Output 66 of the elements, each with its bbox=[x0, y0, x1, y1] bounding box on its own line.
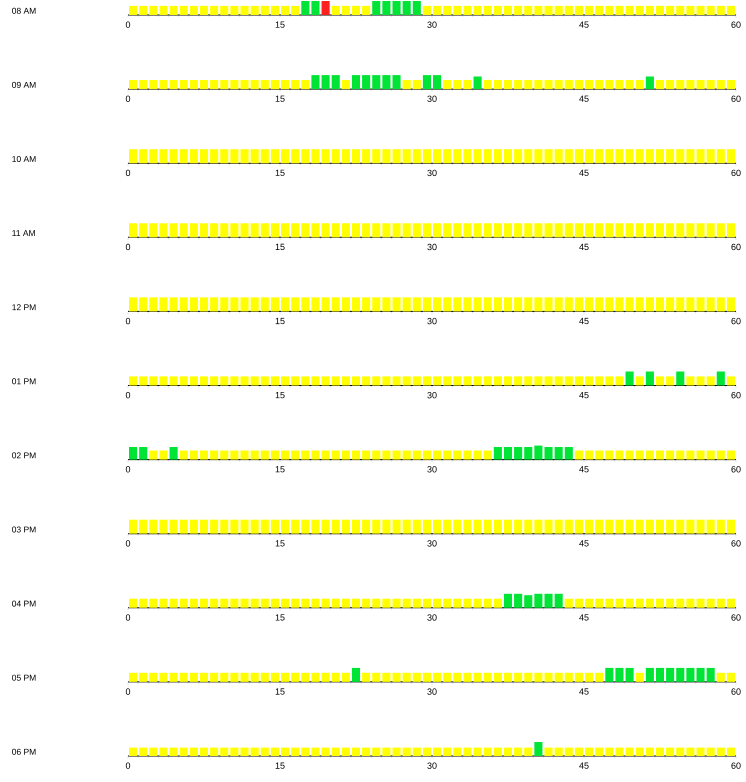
x-tick-label: 0 bbox=[126, 466, 130, 472]
x-tick-label: 45 bbox=[579, 170, 589, 176]
x-tick-label: 30 bbox=[427, 22, 437, 28]
x-tick-label: 15 bbox=[276, 392, 285, 398]
x-tick-label: 45 bbox=[579, 244, 589, 250]
x-tick-label: 30 bbox=[427, 392, 437, 398]
x-tick-label: 30 bbox=[427, 614, 437, 621]
y-axis-title: 05 PM bbox=[12, 674, 36, 681]
x-tick-label: 0 bbox=[126, 762, 130, 769]
x-tick-label: 45 bbox=[579, 540, 589, 546]
x-tick-label: 60 bbox=[731, 392, 741, 398]
x-tick-label: 0 bbox=[126, 22, 130, 28]
x-tick-label: 30 bbox=[427, 244, 437, 250]
y-axis-title: 02 PM bbox=[12, 452, 36, 458]
y-axis-title: 10 AM bbox=[12, 156, 36, 162]
x-tick-label: 60 bbox=[731, 22, 741, 28]
x-tick-label: 60 bbox=[731, 762, 741, 769]
x-tick-label: 60 bbox=[731, 540, 741, 547]
x-tick-label: 60 bbox=[731, 466, 741, 472]
x-tick-label: 0 bbox=[126, 96, 130, 102]
x-tick-label: 15 bbox=[276, 762, 285, 769]
x-tick-label: 30 bbox=[427, 540, 437, 547]
x-tick-label: 45 bbox=[579, 614, 589, 621]
x-tick-label: 15 bbox=[276, 96, 285, 102]
x-tick-label: 0 bbox=[126, 244, 130, 250]
x-tick-label: 30 bbox=[427, 762, 437, 769]
x-tick-label: 15 bbox=[276, 688, 285, 695]
x-tick-label: 60 bbox=[731, 170, 741, 176]
x-tick-label: 0 bbox=[126, 540, 130, 547]
x-tick-label: 30 bbox=[427, 170, 437, 176]
y-axis-title: 04 PM bbox=[12, 600, 36, 607]
x-tick-label: 60 bbox=[731, 318, 741, 324]
x-tick-label: 15 bbox=[276, 540, 285, 546]
x-tick-label: 60 bbox=[731, 614, 741, 621]
x-tick-label: 45 bbox=[579, 688, 589, 695]
x-tick-label: 45 bbox=[579, 466, 589, 472]
y-axis-title: 09 AM bbox=[12, 82, 36, 88]
x-tick-label: 15 bbox=[276, 466, 285, 472]
x-tick-label: 15 bbox=[276, 614, 285, 621]
x-tick-label: 60 bbox=[731, 96, 741, 102]
x-tick-label: 30 bbox=[427, 688, 437, 695]
x-tick-label: 0 bbox=[126, 688, 130, 695]
x-tick-label: 60 bbox=[731, 244, 741, 250]
x-tick-label: 0 bbox=[126, 170, 130, 176]
x-tick-label: 30 bbox=[427, 318, 437, 324]
y-axis-title: 11 AM bbox=[12, 230, 35, 236]
x-tick-label: 15 bbox=[276, 318, 285, 324]
x-tick-label: 45 bbox=[579, 22, 589, 28]
x-tick-label: 60 bbox=[731, 688, 741, 695]
y-axis-title: 03 PM bbox=[12, 526, 36, 532]
x-tick-label: 30 bbox=[427, 96, 437, 102]
x-tick-label: 0 bbox=[126, 614, 130, 621]
x-tick-label: 0 bbox=[126, 392, 130, 398]
y-axis-title: 01 PM bbox=[12, 378, 36, 384]
y-axis-title: 08 AM bbox=[12, 8, 36, 14]
x-tick-label: 15 bbox=[276, 170, 285, 176]
x-tick-label: 45 bbox=[579, 318, 589, 324]
y-axis-title: 06 PM bbox=[12, 748, 36, 755]
x-tick-label: 30 bbox=[427, 466, 437, 472]
x-tick-label: 15 bbox=[276, 244, 285, 250]
x-tick-label: 15 bbox=[276, 22, 285, 28]
x-tick-label: 45 bbox=[579, 392, 589, 398]
x-tick-label: 0 bbox=[126, 318, 130, 324]
y-axis-title: 12 PM bbox=[12, 304, 36, 310]
x-tick-label: 45 bbox=[579, 96, 589, 102]
x-tick-label: 45 bbox=[579, 762, 589, 769]
